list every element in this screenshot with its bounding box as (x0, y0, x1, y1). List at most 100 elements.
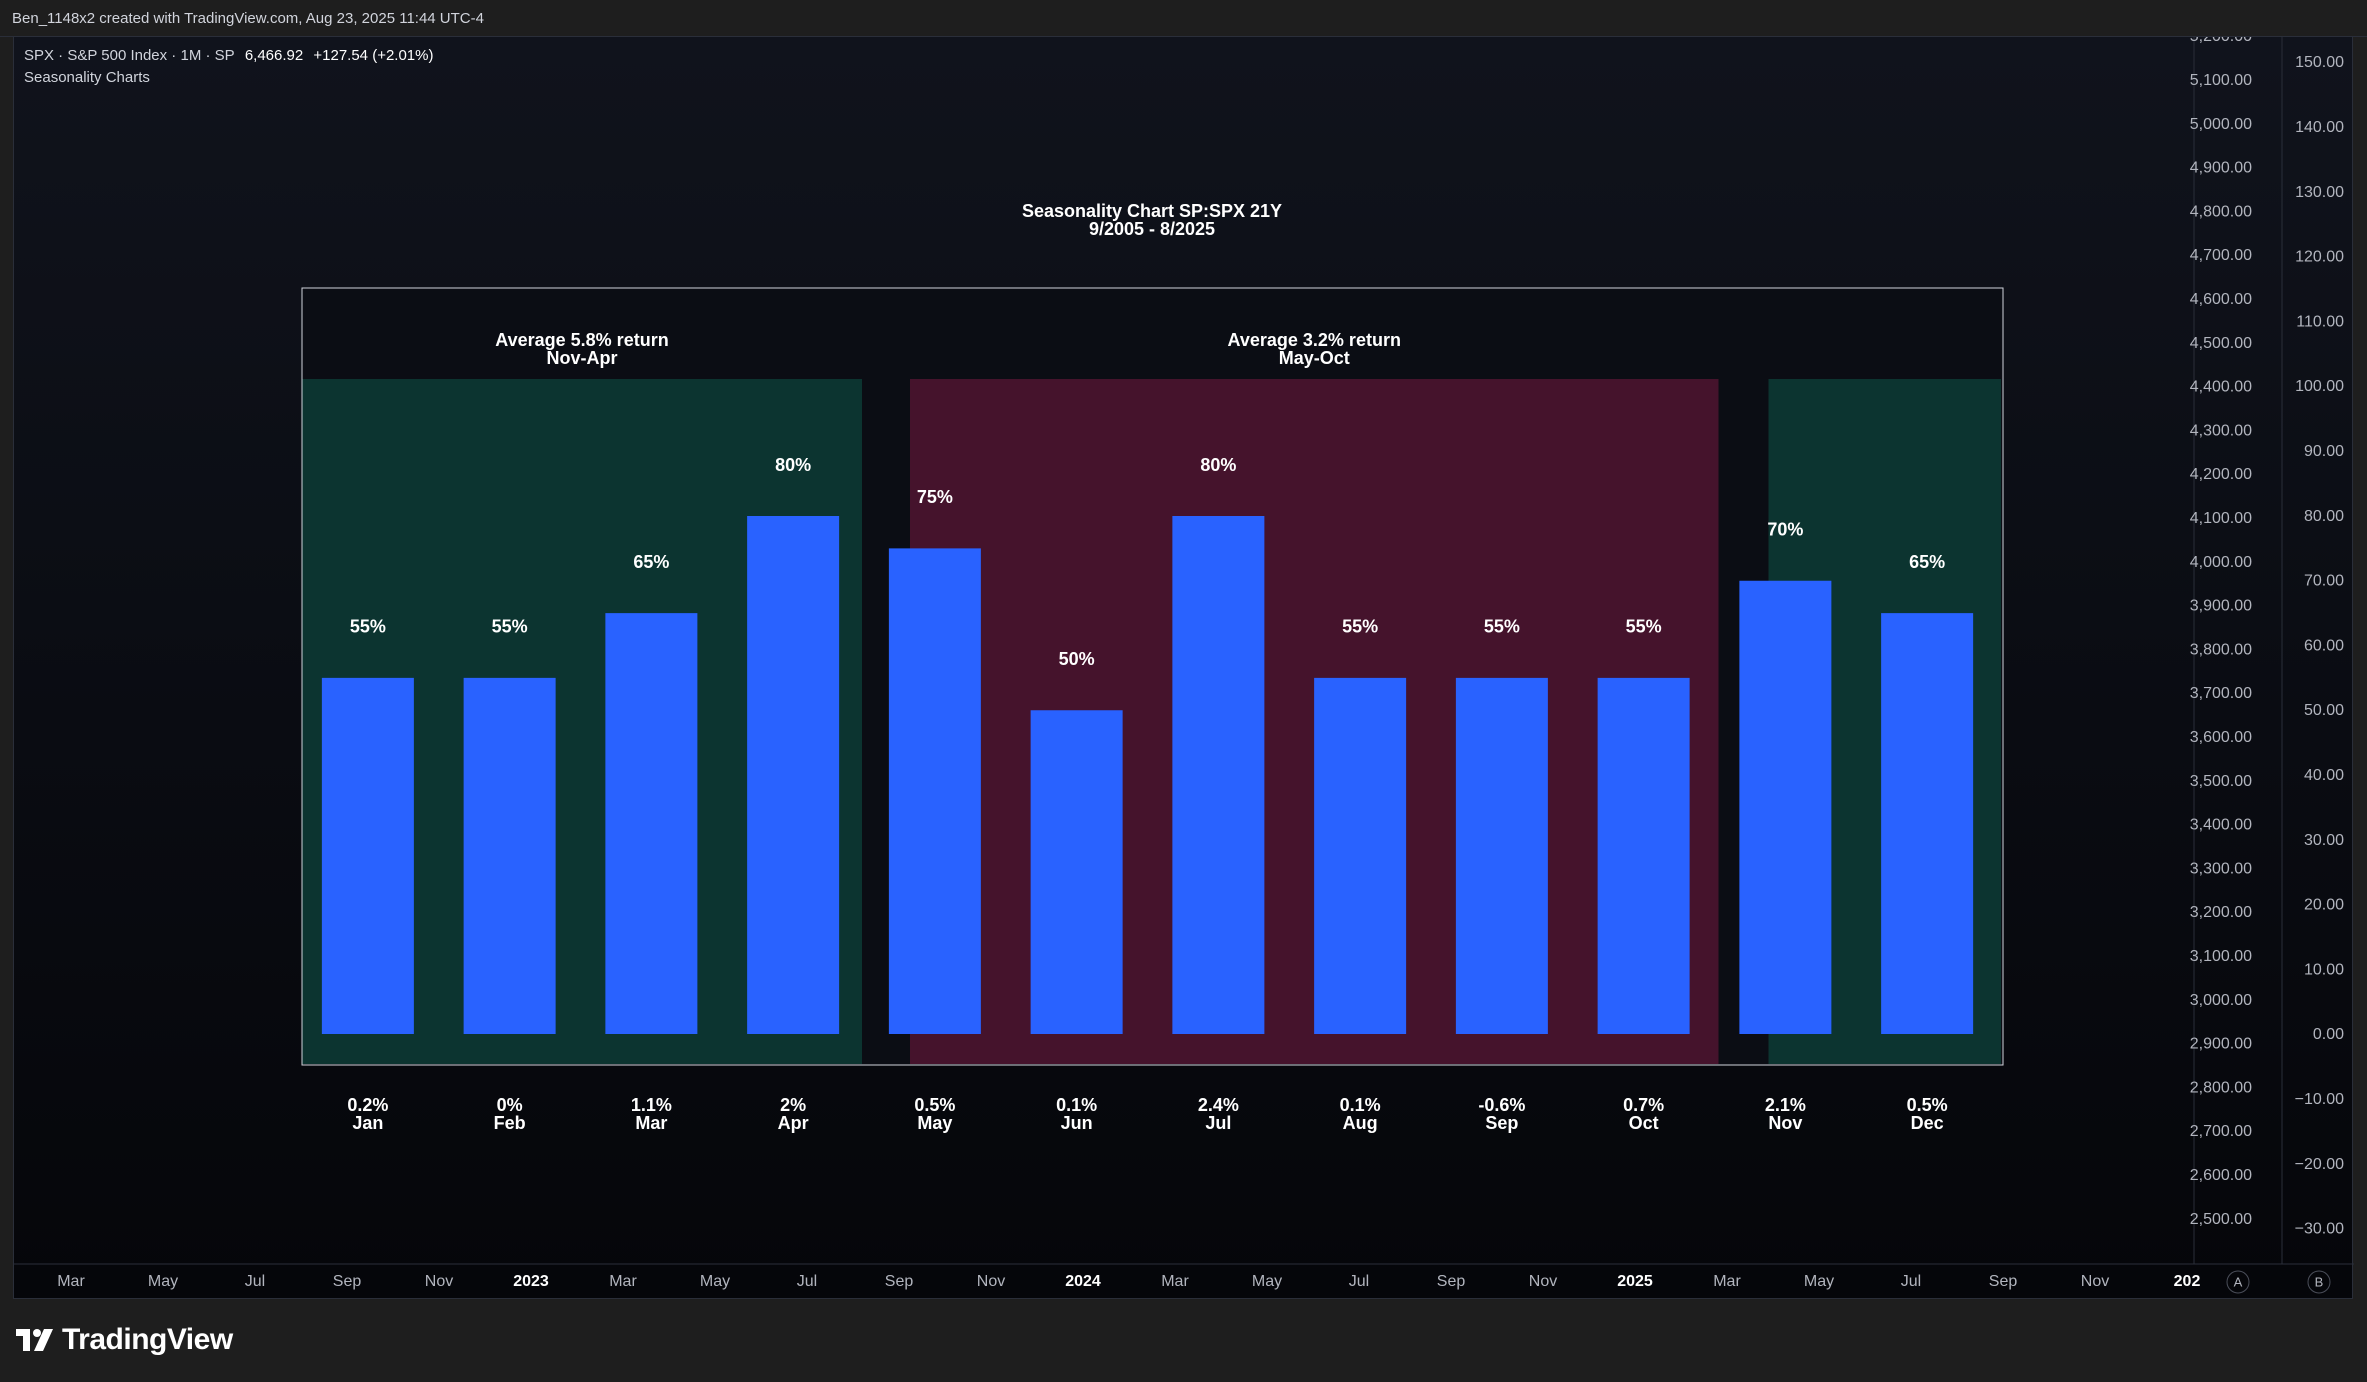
time-axis-tick: May (148, 1273, 178, 1290)
bar-nov (1739, 580, 1832, 1034)
price-axis-tick: 2,700.00 (2190, 1123, 2252, 1140)
bar-probability-label: 50% (1059, 649, 1095, 669)
month-return-label: 0% (497, 1095, 523, 1115)
time-axis-tick: May (1252, 1273, 1282, 1290)
axis-button-ring (2307, 1270, 2331, 1294)
indicator-axis-tick: 20.00 (2304, 897, 2344, 914)
tradingview-logo-icon (16, 1329, 53, 1351)
time-axis-tick: Sep (885, 1273, 914, 1290)
zone-label: Average 3.2% return (1228, 330, 1401, 350)
indicator-axis-tick: 90.00 (2304, 443, 2344, 460)
price-axis-tick: 3,900.00 (2190, 598, 2252, 615)
price-axis-tick: 4,400.00 (2190, 379, 2252, 396)
chart-panel[interactable]: SPX, 1MS&P 500 Index5,200.005,100.005,00… (13, 36, 2354, 1300)
time-axis-tick: Sep (333, 1273, 362, 1290)
indicator-axis-tick: 10.00 (2304, 961, 2344, 978)
indicator-axis-tick: −30.00 (2295, 1221, 2344, 1238)
month-return-label: 0.5% (914, 1095, 955, 1115)
time-axis-tick: Jul (1901, 1273, 1921, 1290)
month-return-label: -0.6% (1478, 1095, 1525, 1115)
indicator-name[interactable]: Seasonality Charts (24, 69, 150, 86)
price-axis-tick: 4,900.00 (2190, 160, 2252, 177)
bar-probability-label: 55% (350, 617, 386, 637)
chart-title: Seasonality Chart SP:SPX 21Y (1022, 201, 1282, 221)
month-label: Dec (1911, 1113, 1944, 1133)
bar-probability-label: 55% (1484, 617, 1520, 637)
attribution-bar: Ben_1148x2 created with TradingView.com,… (0, 0, 2367, 37)
time-axis-tick: Sep (1989, 1273, 2018, 1290)
price-axis-tick: 4,200.00 (2190, 466, 2252, 483)
bar-probability-label: 80% (775, 455, 811, 475)
month-label: Oct (1629, 1113, 1659, 1133)
indicator-axis-tick: 140.00 (2295, 119, 2344, 136)
indicator-axis-tick: 100.00 (2295, 378, 2344, 395)
time-axis-tick: Nov (425, 1273, 453, 1290)
axis-button-label: A (2234, 1274, 2243, 1289)
price-axis-tick: 4,300.00 (2190, 422, 2252, 439)
month-label: Mar (635, 1113, 667, 1133)
time-axis-tick: 2023 (513, 1273, 549, 1290)
price-axis-tick: 4,700.00 (2190, 247, 2252, 264)
month-label: Nov (1768, 1113, 1802, 1133)
tradingview-logo-text: TradingView (62, 1323, 233, 1356)
price-axis-tick: 3,000.00 (2190, 992, 2252, 1009)
time-axis-tick: Mar (1161, 1273, 1189, 1290)
indicator-axis-tick: 50.00 (2304, 702, 2344, 719)
price-change: +127.54 (+2.01%) (313, 47, 434, 64)
zone-range-label: May-Oct (1279, 348, 1350, 368)
seasonality-chart[interactable]: SPX, 1MS&P 500 Index5,200.005,100.005,00… (14, 37, 2354, 1300)
indicator-axis-tick: 70.00 (2304, 573, 2344, 590)
bar-jul (1172, 516, 1265, 1034)
month-return-label: 0.2% (347, 1095, 388, 1115)
bar-aug (1314, 677, 1407, 1034)
price-axis-tick: 2,900.00 (2190, 1036, 2252, 1053)
axis-button-a[interactable]: A (2226, 1270, 2250, 1294)
month-label: Jul (1205, 1113, 1231, 1133)
month-return-label: 0.5% (1907, 1095, 1948, 1115)
price-axis-tick: 2,600.00 (2190, 1167, 2252, 1184)
month-label: Jun (1061, 1113, 1093, 1133)
zone-label: Average 5.8% return (495, 330, 668, 350)
axis-button-b[interactable]: B (2307, 1270, 2331, 1294)
month-label: Aug (1343, 1113, 1378, 1133)
bar-probability-label: 70% (1767, 520, 1803, 540)
axis-button-ring (2226, 1270, 2250, 1294)
month-label: Jan (352, 1113, 383, 1133)
indicator-axis-tick: 0.00 (2313, 1026, 2344, 1043)
bar-probability-label: 80% (1200, 455, 1236, 475)
bar-sep (1455, 677, 1548, 1034)
last-price: 6,466.92 (244, 47, 304, 64)
price-axis-tick: 4,500.00 (2190, 335, 2252, 352)
symbol-info[interactable]: SPX · S&P 500 Index · 1M · SP (24, 47, 235, 64)
price-axis-tick: 4,800.00 (2190, 203, 2252, 220)
time-axis-tick: Mar (609, 1273, 637, 1290)
month-return-label: 0.1% (1340, 1095, 1381, 1115)
bar-feb (463, 677, 556, 1034)
indicator-axis-tick: −20.00 (2295, 1156, 2344, 1173)
tradingview-logo[interactable]: TradingView (14, 1320, 233, 1360)
price-axis-tick: 3,400.00 (2190, 817, 2252, 834)
month-return-label: 2% (780, 1095, 806, 1115)
indicator-axis-tick: −10.00 (2295, 1091, 2344, 1108)
indicator-axis-tick: 40.00 (2304, 767, 2344, 784)
bar-mar (605, 613, 698, 1034)
bar-probability-label: 65% (1909, 552, 1945, 572)
bar-apr (747, 516, 840, 1034)
time-axis-tick: May (700, 1273, 730, 1290)
price-axis-tick: 4,000.00 (2190, 554, 2252, 571)
month-label: Apr (778, 1113, 809, 1133)
time-axis-tick: Nov (1529, 1273, 1557, 1290)
bar-probability-label: 55% (1626, 617, 1662, 637)
indicator-axis-tick: 60.00 (2304, 637, 2344, 654)
time-axis-tick: 2025 (1617, 1273, 1653, 1290)
bar-probability-label: 55% (1342, 617, 1378, 637)
price-axis-tick: 4,100.00 (2190, 510, 2252, 527)
indicator-axis-tick: 110.00 (2296, 313, 2344, 330)
time-axis-tick: Jul (245, 1273, 265, 1290)
price-axis-tick: 2,500.00 (2190, 1211, 2252, 1228)
time-axis-tick: Mar (1713, 1273, 1741, 1290)
time-axis-tick: Nov (2081, 1273, 2109, 1290)
chart-subtitle: 9/2005 - 8/2025 (1089, 219, 1215, 239)
time-axis-tick: May (1804, 1273, 1834, 1290)
time-axis-tick: Jul (1349, 1273, 1369, 1290)
